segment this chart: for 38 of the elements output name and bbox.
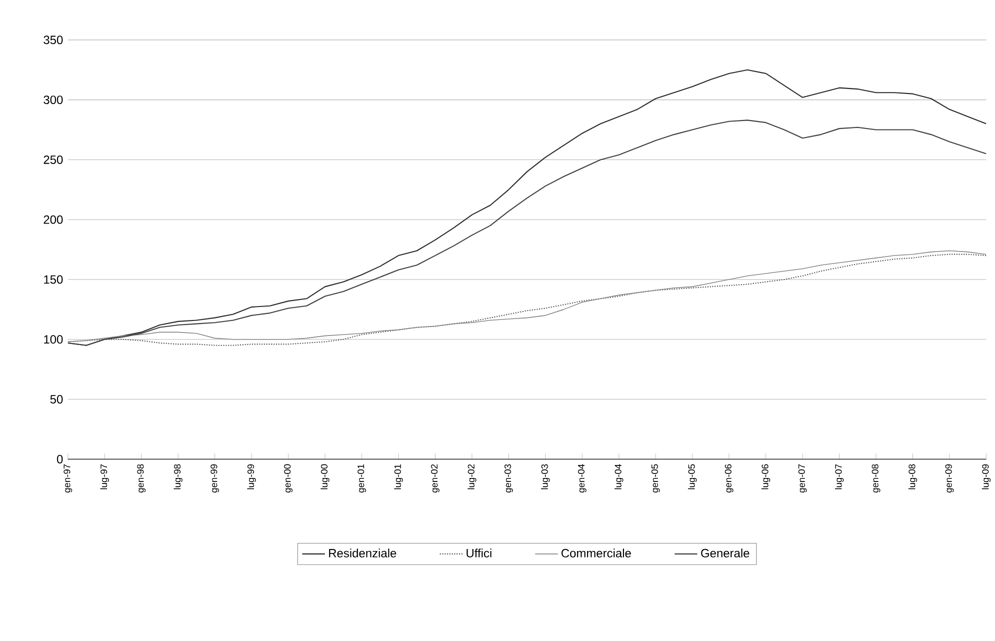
x-tick-label: lug-08 (908, 464, 918, 490)
y-tick-label: 150 (44, 275, 63, 284)
x-tick-label: gen-04 (578, 464, 586, 493)
legend-label: Residenziale (329, 548, 396, 558)
y-tick-label: 250 (44, 156, 63, 164)
x-tick-label: gen-03 (504, 464, 513, 493)
x-tick-label: gen-05 (651, 464, 660, 493)
x-tick-label: gen-02 (431, 464, 440, 493)
y-tick-label: 200 (44, 215, 63, 224)
x-tick-label: lug-05 (688, 464, 697, 490)
x-tick-label: gen-08 (872, 464, 880, 493)
y-tick-label: 100 (44, 335, 63, 344)
x-tick-label: lug-01 (394, 464, 403, 490)
y-tick-label: 350 (44, 36, 63, 44)
y-tick-label: 50 (50, 395, 63, 404)
x-tick-label: lug-09 (982, 464, 991, 490)
x-tick-label: gen-06 (724, 464, 734, 493)
y-tick-label: 0 (56, 455, 63, 464)
x-tick-label: gen-99 (210, 464, 220, 493)
x-tick-label: lug-97 (100, 464, 109, 490)
x-tick-label: gen-00 (284, 464, 293, 493)
x-tick-label: lug-99 (247, 464, 256, 490)
x-tick-label: gen-97 (64, 464, 72, 493)
y-tick-label: 300 (44, 96, 63, 104)
x-tick-label: lug-98 (174, 464, 182, 490)
legend-label: Commerciale (562, 548, 631, 558)
x-tick-label: gen-98 (137, 464, 146, 493)
legend-label: Generale (701, 548, 750, 558)
x-tick-label: gen-07 (798, 464, 807, 493)
x-tick-label: lug-03 (541, 464, 550, 490)
x-tick-label: lug-07 (834, 464, 844, 490)
x-tick-label: lug-02 (468, 464, 476, 490)
x-tick-label: gen-09 (945, 464, 954, 493)
x-tick-label: gen-01 (358, 464, 366, 493)
x-tick-label: lug-06 (761, 464, 770, 490)
x-tick-label: lug-00 (320, 464, 330, 490)
x-tick-label: lug-04 (614, 464, 624, 490)
legend-label: Uffici (466, 548, 492, 558)
